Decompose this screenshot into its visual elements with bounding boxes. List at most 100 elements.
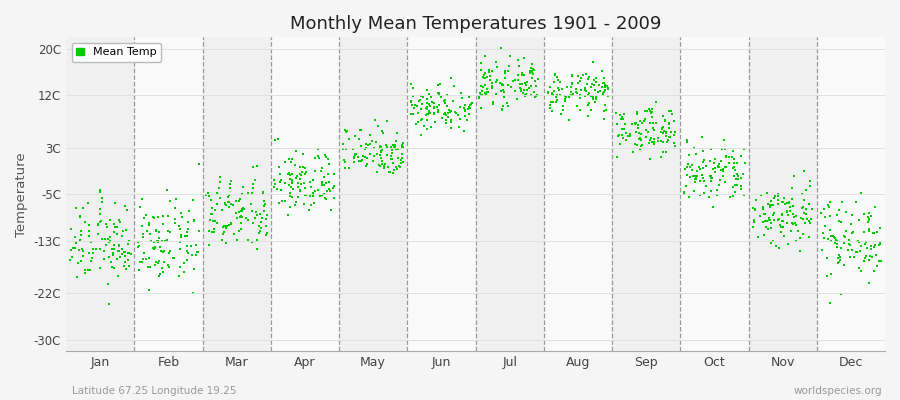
- Point: [555, 86, 570, 92]
- Point: [176, 259, 191, 266]
- Point: [118, 203, 132, 209]
- Point: [320, 188, 334, 194]
- Point: [552, 87, 566, 94]
- Point: [832, 218, 846, 224]
- Point: [307, 200, 321, 207]
- Point: [116, 228, 130, 234]
- Point: [168, 220, 183, 226]
- Point: [628, 129, 643, 135]
- Point: [159, 187, 174, 194]
- Point: [388, 142, 402, 148]
- Point: [246, 185, 260, 191]
- Point: [548, 71, 562, 77]
- Point: [73, 214, 87, 220]
- Point: [480, 88, 494, 95]
- Point: [514, 81, 528, 88]
- Point: [526, 71, 541, 77]
- Point: [156, 238, 170, 245]
- Point: [788, 220, 803, 226]
- Point: [396, 140, 410, 146]
- Point: [322, 161, 337, 168]
- Point: [117, 249, 131, 255]
- Point: [757, 210, 771, 217]
- Point: [296, 151, 310, 157]
- Point: [70, 274, 85, 280]
- Point: [308, 155, 322, 161]
- Point: [555, 106, 570, 113]
- Point: [248, 177, 263, 183]
- Point: [618, 137, 633, 143]
- Point: [786, 221, 800, 227]
- Point: [236, 205, 250, 212]
- Point: [374, 143, 388, 150]
- Point: [508, 77, 523, 84]
- Point: [187, 218, 202, 224]
- Point: [429, 104, 444, 110]
- Point: [299, 192, 313, 198]
- Point: [767, 217, 781, 223]
- Point: [705, 175, 719, 181]
- Point: [798, 219, 813, 226]
- Point: [839, 208, 853, 215]
- Point: [615, 126, 629, 132]
- Point: [415, 100, 429, 107]
- Point: [93, 246, 107, 252]
- Point: [779, 220, 794, 226]
- Point: [405, 111, 419, 117]
- Point: [163, 248, 177, 254]
- Point: [185, 251, 200, 258]
- Point: [137, 215, 151, 221]
- Point: [374, 148, 388, 155]
- Point: [613, 141, 627, 147]
- Point: [662, 125, 676, 131]
- Bar: [544, 37, 612, 351]
- Point: [869, 252, 884, 258]
- Point: [707, 160, 722, 166]
- Point: [718, 178, 733, 185]
- Point: [108, 200, 122, 206]
- Point: [373, 152, 387, 159]
- Point: [257, 198, 272, 204]
- Point: [796, 204, 810, 210]
- Point: [496, 103, 510, 110]
- Point: [430, 90, 445, 96]
- Point: [207, 218, 221, 224]
- Point: [802, 233, 816, 240]
- Point: [818, 214, 832, 220]
- Point: [632, 135, 646, 142]
- Point: [518, 80, 532, 86]
- Point: [541, 88, 555, 95]
- Point: [628, 120, 643, 126]
- Point: [71, 247, 86, 253]
- Point: [278, 197, 293, 204]
- Point: [215, 236, 230, 243]
- Point: [639, 107, 653, 114]
- Point: [387, 143, 401, 149]
- Point: [761, 215, 776, 221]
- Point: [432, 89, 446, 96]
- Point: [598, 106, 613, 113]
- Point: [681, 194, 696, 200]
- Point: [547, 88, 562, 94]
- Point: [662, 133, 677, 140]
- Point: [248, 215, 262, 221]
- Point: [161, 213, 176, 219]
- Point: [141, 264, 156, 270]
- Point: [787, 211, 801, 217]
- Point: [234, 208, 248, 214]
- Point: [479, 91, 493, 97]
- Point: [223, 221, 238, 227]
- Point: [656, 130, 670, 136]
- Point: [643, 108, 657, 114]
- Point: [621, 133, 635, 139]
- Point: [497, 94, 511, 100]
- Point: [647, 126, 662, 133]
- Point: [444, 75, 458, 82]
- Point: [566, 90, 580, 97]
- Point: [152, 272, 166, 279]
- Point: [427, 104, 441, 110]
- Point: [423, 110, 437, 116]
- Point: [828, 235, 842, 241]
- Point: [75, 246, 89, 252]
- Point: [702, 194, 716, 200]
